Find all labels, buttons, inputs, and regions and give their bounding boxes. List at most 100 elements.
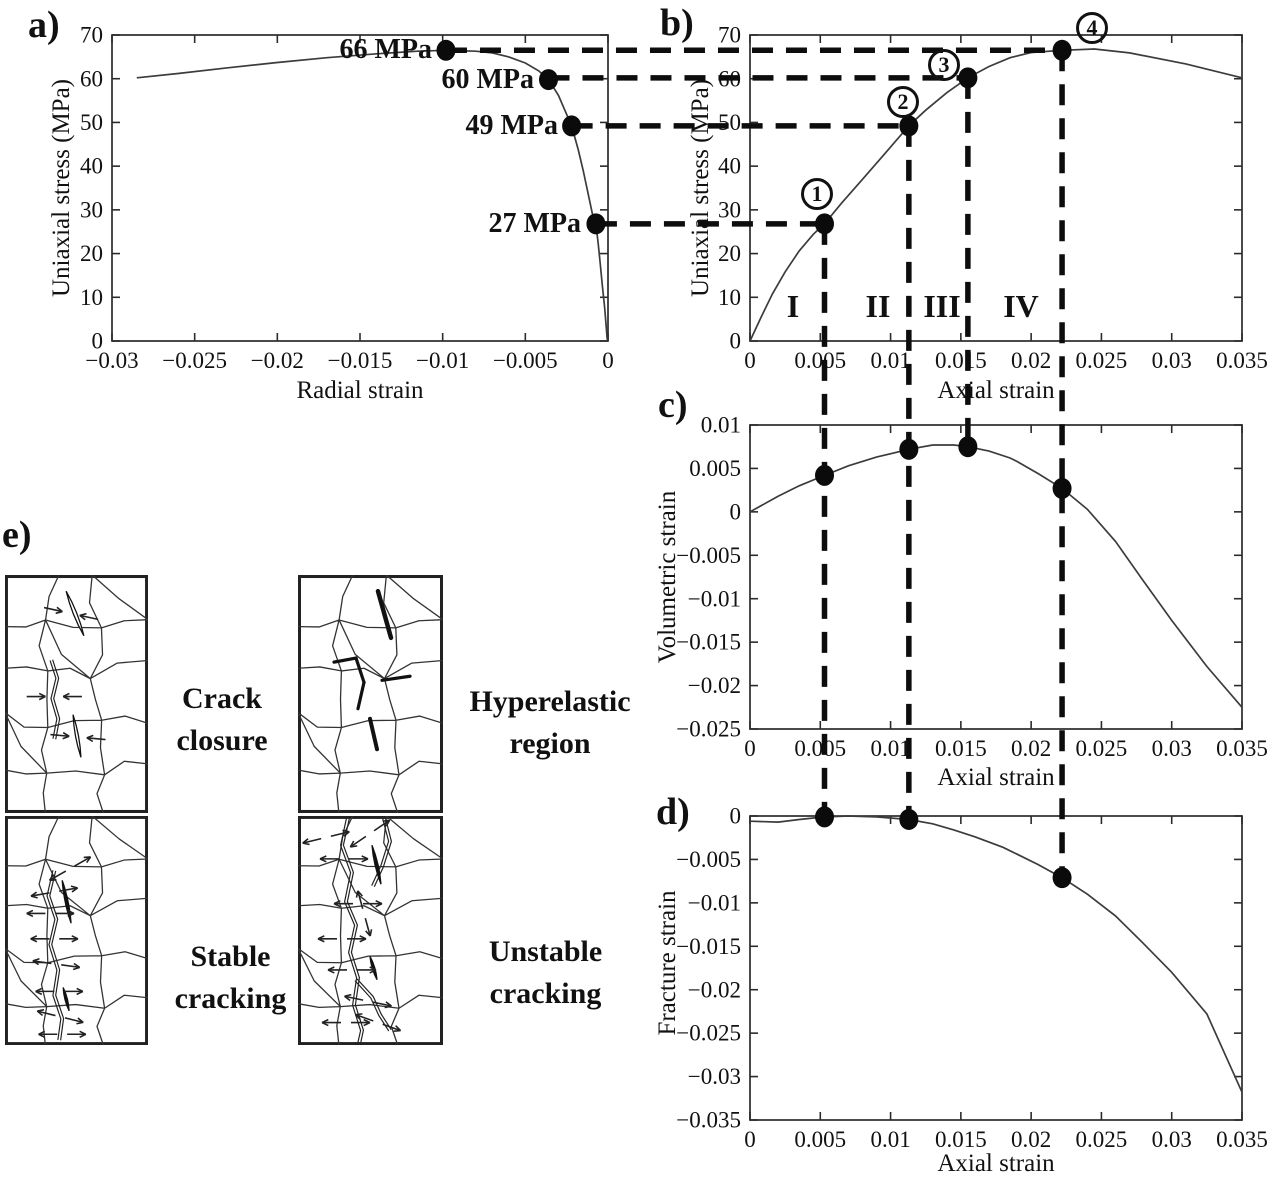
stress-label-60mpa: 60 MPa	[441, 64, 534, 95]
svg-text:−0.015: −0.015	[676, 934, 741, 959]
axis-label-fracture-strain: Fracture strain	[654, 890, 681, 1036]
svg-text:−0.005: −0.005	[676, 847, 741, 872]
panel-label-b: b)	[660, 2, 694, 44]
marked-points-a	[436, 39, 606, 235]
plot-d: 0 0.005 0.01 0.015 0.02 0.025 0.03 0.035 0 −0.005…	[676, 804, 1268, 1152]
svg-text:0.03: 0.03	[1152, 736, 1192, 761]
svg-text:0.035: 0.035	[1216, 1127, 1268, 1152]
svg-text:0.005: 0.005	[794, 1127, 846, 1152]
marked-points-c	[815, 436, 1072, 499]
svg-text:70: 70	[718, 23, 741, 48]
region-label-III: III	[923, 288, 961, 324]
svg-text:0.01: 0.01	[870, 1127, 910, 1152]
caption-unstable-cracking: Unstable cracking	[488, 935, 603, 1010]
svg-text:0: 0	[744, 348, 756, 373]
svg-text:0.035: 0.035	[1216, 348, 1268, 373]
svg-text:0: 0	[730, 804, 742, 829]
svg-text:−0.03: −0.03	[688, 1064, 741, 1089]
stage-circle-4: 4	[1076, 12, 1108, 44]
marked-points-b	[815, 39, 1072, 235]
stage-connector-lines	[445, 47, 1065, 878]
plot-a: −0.03 −0.025 −0.02 −0.015 −0.01 −0.005 0 0 10 20 3…	[80, 23, 614, 373]
svg-text:0.035: 0.035	[1216, 736, 1268, 761]
axis-label-uniaxial-stress-a: Uniaxial stress (MPa)	[48, 78, 75, 298]
stage-circle-2: 2	[887, 86, 919, 118]
svg-text:−0.025: −0.025	[676, 1021, 741, 1046]
axis-label-axial-strain-c: Axial strain	[937, 764, 1055, 791]
svg-text:0.025: 0.025	[1076, 348, 1128, 373]
svg-text:0.025: 0.025	[1076, 736, 1128, 761]
sketch-stable-cracking	[5, 816, 148, 1045]
svg-text:0.01: 0.01	[870, 736, 910, 761]
caption-stable-cracking: Stable cracking	[174, 940, 287, 1015]
stress-label-27mpa: 27 MPa	[488, 208, 581, 239]
svg-text:0.02: 0.02	[1011, 348, 1051, 373]
svg-text:40: 40	[718, 154, 741, 179]
stress-label-66mpa: 66 MPa	[339, 34, 432, 65]
axis-label-radial-strain: Radial strain	[296, 377, 424, 404]
svg-text:−0.01: −0.01	[416, 348, 469, 373]
region-label-I: I	[786, 288, 800, 324]
svg-text:−0.01: −0.01	[688, 890, 741, 915]
plot-c: 0 0.005 0.01 0.015 0.02 0.025 0.03 0.035 0.01 0.0…	[676, 413, 1268, 761]
svg-text:30: 30	[718, 197, 741, 222]
svg-text:0.005: 0.005	[794, 736, 846, 761]
svg-text:20: 20	[80, 241, 103, 266]
svg-text:0.03: 0.03	[1152, 348, 1192, 373]
svg-text:−0.02: −0.02	[688, 977, 741, 1002]
svg-text:10: 10	[80, 285, 103, 310]
svg-text:−0.025: −0.025	[162, 348, 227, 373]
caption-crack-closure: Crack closure	[176, 682, 268, 757]
svg-text:−0.02: −0.02	[251, 348, 304, 373]
svg-text:−0.03: −0.03	[85, 348, 138, 373]
svg-text:0.015: 0.015	[935, 1127, 987, 1152]
svg-text:0.02: 0.02	[1011, 736, 1051, 761]
svg-text:50: 50	[80, 110, 103, 135]
caption-hyperelastic: Hyperelastic region	[469, 685, 631, 760]
svg-text:10: 10	[718, 285, 741, 310]
svg-text:−0.02: −0.02	[688, 673, 741, 698]
svg-text:0: 0	[730, 499, 742, 524]
stage-circle-1: 1	[801, 178, 833, 210]
svg-text:0.015: 0.015	[935, 348, 987, 373]
svg-text:0.02: 0.02	[1011, 1127, 1051, 1152]
stage-circle-3: 3	[928, 49, 960, 81]
svg-text:−0.015: −0.015	[328, 348, 393, 373]
axis-label-volumetric-strain: Volumetric strain	[654, 490, 681, 664]
svg-text:0: 0	[744, 1127, 756, 1152]
svg-text:−0.015: −0.015	[676, 630, 741, 655]
axis-label-uniaxial-stress-b: Uniaxial stress (MPa)	[687, 78, 714, 298]
svg-text:0: 0	[744, 736, 756, 761]
region-label-II: II	[865, 288, 891, 324]
svg-text:70: 70	[80, 23, 103, 48]
panel-label-a: a)	[28, 4, 60, 46]
svg-text:40: 40	[80, 154, 103, 179]
stress-label-49mpa: 49 MPa	[465, 110, 558, 141]
svg-text:−0.01: −0.01	[688, 586, 741, 611]
svg-text:−0.025: −0.025	[676, 717, 741, 742]
svg-text:0.01: 0.01	[701, 413, 741, 438]
sketch-hyperelastic	[298, 575, 443, 813]
sketch-unstable-cracking	[298, 816, 443, 1045]
panel-label-c: c)	[658, 384, 688, 426]
svg-text:0: 0	[730, 329, 742, 354]
svg-text:0.005: 0.005	[794, 348, 846, 373]
svg-text:50: 50	[718, 110, 741, 135]
svg-text:−0.005: −0.005	[493, 348, 558, 373]
svg-text:0.01: 0.01	[870, 348, 910, 373]
plot-b: 0 0.005 0.01 0.015 0.02 0.025 0.03 0.035 0 10 20 30…	[718, 23, 1268, 373]
marked-points-d	[815, 806, 1072, 889]
svg-text:0: 0	[92, 329, 104, 354]
sketch-crack-closure	[5, 575, 148, 813]
svg-text:−0.005: −0.005	[676, 543, 741, 568]
axis-label-axial-strain-b: Axial strain	[937, 377, 1055, 404]
svg-text:0.03: 0.03	[1152, 1127, 1192, 1152]
panel-label-d: d)	[656, 791, 690, 833]
svg-text:0.015: 0.015	[935, 736, 987, 761]
panel-label-e: e)	[2, 514, 32, 556]
svg-text:−0.035: −0.035	[676, 1108, 741, 1133]
svg-text:0.005: 0.005	[689, 456, 741, 481]
svg-text:20: 20	[718, 241, 741, 266]
